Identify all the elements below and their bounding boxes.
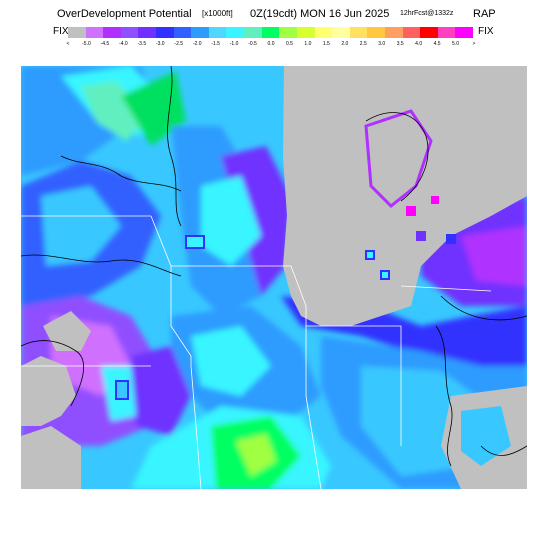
legend-tick-label: 1.5: [322, 41, 330, 47]
legend-tick-label: 0.5: [285, 41, 293, 47]
color-legend: [68, 27, 474, 38]
legend-tick-label: -1.5: [211, 41, 220, 47]
cell-spot: [406, 206, 416, 216]
legend-swatch: [244, 27, 262, 38]
field-region: [461, 406, 511, 466]
legend-swatch: [261, 27, 280, 38]
legend-swatch: [455, 27, 474, 38]
legend-tick-label: -2.5: [174, 41, 184, 47]
legend-tick-label: -4.0: [119, 41, 128, 47]
legend-left-label: FIX: [53, 26, 69, 37]
field-region: [191, 326, 271, 396]
weather-map: [21, 66, 527, 489]
legend-swatch: [402, 27, 421, 38]
legend-swatch: [138, 27, 157, 38]
legend-swatch: [296, 27, 315, 38]
legend-tick-label: 5.0: [452, 41, 460, 47]
legend-tick-label: -4.5: [100, 41, 110, 47]
legend-tick-label: -3.5: [137, 41, 147, 47]
legend-tick-label: 2.5: [359, 41, 367, 47]
legend-swatch: [314, 27, 333, 38]
map-title: OverDevelopment Potential: [57, 8, 192, 20]
legend-swatch: [173, 27, 192, 38]
state-boundaries: [21, 215, 492, 489]
legend-tick-label: 3.5: [396, 41, 404, 47]
legend-right-label: FIX: [478, 26, 494, 37]
legend-swatch: [349, 27, 368, 38]
gray-patch: [21, 426, 81, 489]
legend-tick-label: 0.0: [267, 41, 275, 47]
field-region: [201, 176, 261, 266]
field-region: [121, 71, 186, 146]
legend-tick-label: 4.5: [433, 41, 441, 47]
cell-spot: [380, 270, 390, 280]
legend-swatch: [367, 27, 385, 38]
cell-spot: [446, 234, 456, 244]
map-title-bar: OverDevelopment Potential [x1000ft] 0Z(1…: [0, 8, 548, 22]
legend-swatch: [103, 27, 121, 38]
legend-swatch: [226, 27, 245, 38]
cell-spot: [185, 235, 205, 249]
forecast-info: 12hrFcst@1332z: [400, 10, 454, 17]
map-units: [x1000ft]: [202, 9, 233, 18]
gray-patch: [21, 356, 76, 426]
legend-swatch: [156, 27, 174, 38]
legend-swatch: [420, 27, 438, 38]
legend-tick-label: 4.0: [415, 41, 423, 47]
legend-swatch: [120, 27, 139, 38]
legend-tick-label: -2.0: [192, 41, 202, 47]
legend-swatch: [332, 27, 350, 38]
legend-swatch: [384, 27, 403, 38]
legend-tick-label: <: [66, 41, 70, 47]
legend-tick-label: -3.0: [155, 41, 165, 47]
legend-tick-label: -0.5: [248, 41, 257, 47]
legend-swatch: [279, 27, 297, 38]
legend-tick-label: >: [472, 41, 476, 47]
legend-tick-label: -1.0: [229, 41, 239, 47]
cell-spot: [416, 231, 426, 241]
legend-tick-label: 3.0: [378, 41, 386, 47]
model-name: RAP: [473, 8, 496, 20]
field-region: [461, 226, 527, 286]
valid-time: 0Z(19cdt) MON 16 Jun 2025: [250, 8, 390, 20]
field-region: [131, 346, 191, 436]
cell-spot: [431, 196, 439, 204]
map-canvas: [21, 66, 527, 489]
legend-tick-label: 1.0: [304, 41, 312, 47]
legend-tick-label: 2.0: [341, 41, 349, 47]
cell-spot: [365, 250, 375, 260]
field-region: [41, 186, 121, 266]
cell-spot: [115, 380, 129, 400]
terrain-contours: [21, 66, 527, 467]
legend-swatch: [208, 27, 227, 38]
field-region: [236, 434, 276, 476]
legend-swatch: [68, 27, 86, 38]
legend-tick-label: -5.0: [82, 41, 91, 47]
gray-patch: [43, 311, 91, 351]
legend-swatch: [437, 27, 456, 38]
legend-swatch: [85, 27, 104, 38]
legend-ticks: < -5.0 -4.5 -4.0 -3.5 -3.0 -2.5 -2.0 -1.5 -1.0 -0.…: [56, 41, 486, 50]
legend-swatch: [191, 27, 209, 38]
field-region: [81, 81, 151, 141]
